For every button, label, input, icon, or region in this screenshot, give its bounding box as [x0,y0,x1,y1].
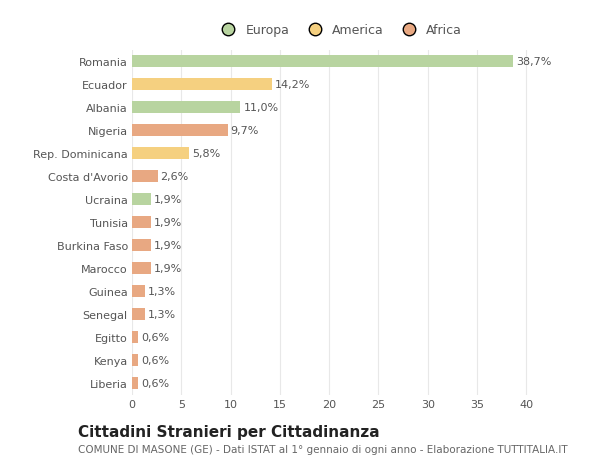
Text: COMUNE DI MASONE (GE) - Dati ISTAT al 1° gennaio di ogni anno - Elaborazione TUT: COMUNE DI MASONE (GE) - Dati ISTAT al 1°… [78,444,568,454]
Bar [132,56,514,68]
Text: 1,3%: 1,3% [148,309,176,319]
Text: 11,0%: 11,0% [244,103,278,113]
Text: 1,9%: 1,9% [154,241,182,251]
Text: 5,8%: 5,8% [192,149,220,159]
Text: 1,9%: 1,9% [154,263,182,274]
Text: 0,6%: 0,6% [141,332,169,342]
Bar [132,331,138,344]
Text: 2,6%: 2,6% [161,172,189,182]
Text: 14,2%: 14,2% [275,80,310,90]
Bar [132,239,151,252]
Text: 1,3%: 1,3% [148,286,176,297]
Bar [132,216,151,229]
Text: 0,6%: 0,6% [141,378,169,388]
Bar [132,377,138,390]
Text: 1,9%: 1,9% [154,218,182,228]
Bar [132,193,151,206]
Bar [132,262,151,275]
Bar [132,101,241,114]
Bar [132,147,189,160]
Bar [132,354,138,367]
Legend: Europa, America, Africa: Europa, America, Africa [211,19,467,42]
Text: 1,9%: 1,9% [154,195,182,205]
Text: 38,7%: 38,7% [517,57,552,67]
Bar [132,78,272,91]
Text: 9,7%: 9,7% [230,126,259,136]
Bar [132,124,227,137]
Bar [132,170,158,183]
Bar [132,308,145,321]
Text: 0,6%: 0,6% [141,355,169,365]
Bar [132,285,145,298]
Text: Cittadini Stranieri per Cittadinanza: Cittadini Stranieri per Cittadinanza [78,425,380,440]
